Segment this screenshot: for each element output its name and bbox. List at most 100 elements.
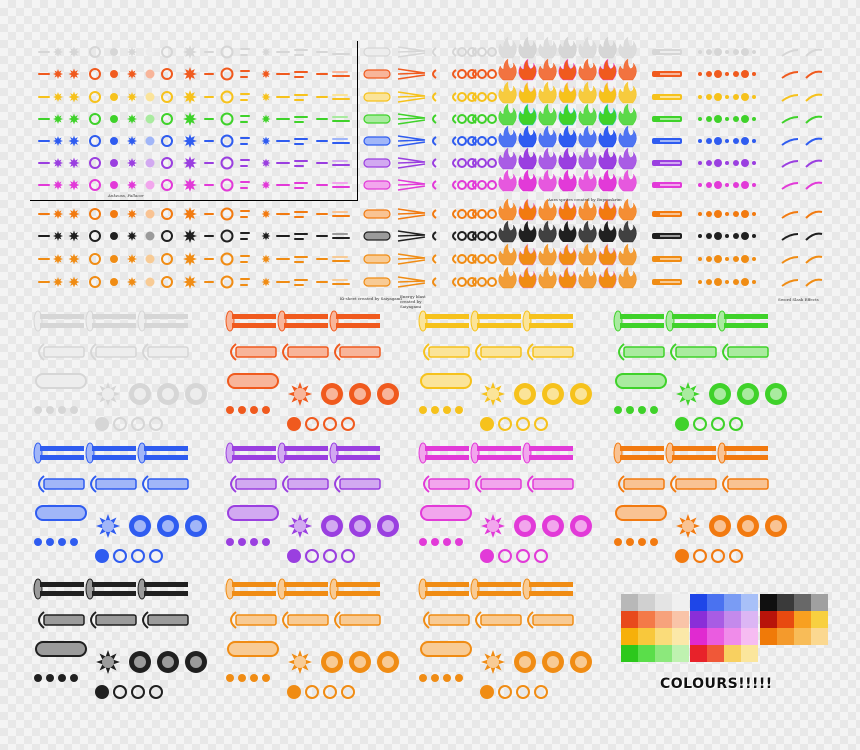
energy-blast-panel [225,578,399,699]
ki-burst-sprite [53,231,63,241]
ki-ring-sprite [220,45,234,59]
slash-sprite [805,210,823,219]
beam-band-sprite [92,314,136,319]
beam-body-sprite [43,346,85,358]
ki-ring-sprite [457,277,467,287]
ki-orb-sprite [145,209,155,219]
ki-orb-sprite [145,158,155,168]
ki-streak-sprite [240,261,248,263]
energy-claw-sprite [397,253,426,265]
aura-flame-sprite [598,266,617,289]
aura-flame-sprite [538,125,557,148]
ki-ring-sprite [477,136,487,146]
ki-orb-sprite [752,139,756,143]
colour-swatch [672,628,689,645]
ki-sphere-core-sprite [714,388,726,400]
colour-swatch [690,628,707,645]
aura-flame-sprite [538,220,557,243]
slash-sprite [805,93,823,102]
ki-ring-sprite [487,231,497,241]
colour-swatch [638,611,655,628]
colour-swatch [760,628,777,645]
beam-arc-sprite [423,475,430,493]
aura-flame-sprite [498,198,517,221]
ki-ring-sprite [487,92,497,102]
ki-burst-sprite [261,158,271,168]
ki-orb-sprite [34,674,42,682]
ki-orb-sprite [431,674,439,682]
beam-core-sprite [660,51,680,53]
ki-orb-sprite [102,520,114,532]
aura-flame-sprite [498,220,517,243]
credit-ki-sheet: Ki-sheet created by Saiyagami [340,296,402,301]
beam-arc-sprite [527,475,534,493]
beam-arc-sprite [230,611,237,629]
ki-orb-sprite [698,95,702,99]
colour-swatch [741,628,758,645]
beam-arc-sprite [423,343,430,361]
ki-sphere-core-sprite [519,520,531,532]
energy-curve-sprite [452,92,457,102]
beam-band-sprite [40,314,84,319]
ki-orb-sprite [46,538,54,546]
ki-orb-sprite [752,95,756,99]
ki-orb-sprite [102,388,114,400]
beam-band-sprite [425,314,469,319]
energy-claw-sprite [397,68,426,80]
ki-orb-sprite [733,94,739,100]
ki-sphere-core-sprite [134,388,146,400]
colour-swatch [621,628,638,645]
energy-curve-sprite [432,277,437,287]
energy-curve-sprite [432,158,437,168]
aura-flame-sprite [518,169,537,192]
ki-burst-sprite [127,47,137,57]
ki-orb-sprite [443,674,451,682]
ki-orb-sprite [741,93,749,101]
ki-burst-sprite [53,136,63,146]
ki-orb-sprite [706,94,712,100]
beam-body-sprite [95,346,137,358]
ki-streak-sprite [332,160,348,162]
ki-burst-sprite [68,46,80,58]
ki-streak-sprite [240,137,250,139]
energy-claw-sprite [397,276,426,288]
ki-small-ring-sprite [287,685,301,699]
ki-streak-sprite [294,99,304,101]
beam-band-sprite [529,591,573,596]
ki-orb-sprite [262,538,270,546]
ki-orb-sprite [638,538,646,546]
beam-body-sprite [428,346,470,358]
beam-core-sprite [660,140,680,142]
ki-burst-sprite [127,180,137,190]
ki-streak-sprite [204,235,214,237]
aura-flame-sprite [558,266,577,289]
beam-arc-sprite [282,343,289,361]
energy-claw-sprite [397,179,426,191]
beam-body-sprite [623,346,665,358]
energy-curve-sprite [432,231,437,241]
beam-band-sprite [425,455,469,460]
beam-core-sprite [660,213,680,215]
ki-orb-sprite [487,388,499,400]
beam-wave-sprite [227,505,279,521]
ki-streak-sprite [38,258,50,260]
beam-arc-sprite [38,611,45,629]
energy-blast-panel [418,310,592,431]
ki-streak-sprite [294,121,304,123]
ki-sphere-core-sprite [575,520,587,532]
beam-band-sprite [284,591,328,596]
ki-burst-sprite [68,208,80,220]
beam-body-sprite [43,478,85,490]
ki-orb-sprite [110,232,118,240]
beam-arc-sprite [527,611,534,629]
beam-band-sprite [232,314,276,319]
energy-curve-sprite [432,69,437,79]
beam-arc-sprite [423,611,430,629]
ki-streak-sprite [332,256,348,258]
aura-flame-sprite [538,198,557,221]
ki-sphere-core-sprite [326,656,338,668]
ki-burst-sprite [68,135,80,147]
ki-burst-sprite [261,254,271,264]
ki-small-ring-sprite [693,417,707,431]
ki-burst-sprite [127,209,137,219]
